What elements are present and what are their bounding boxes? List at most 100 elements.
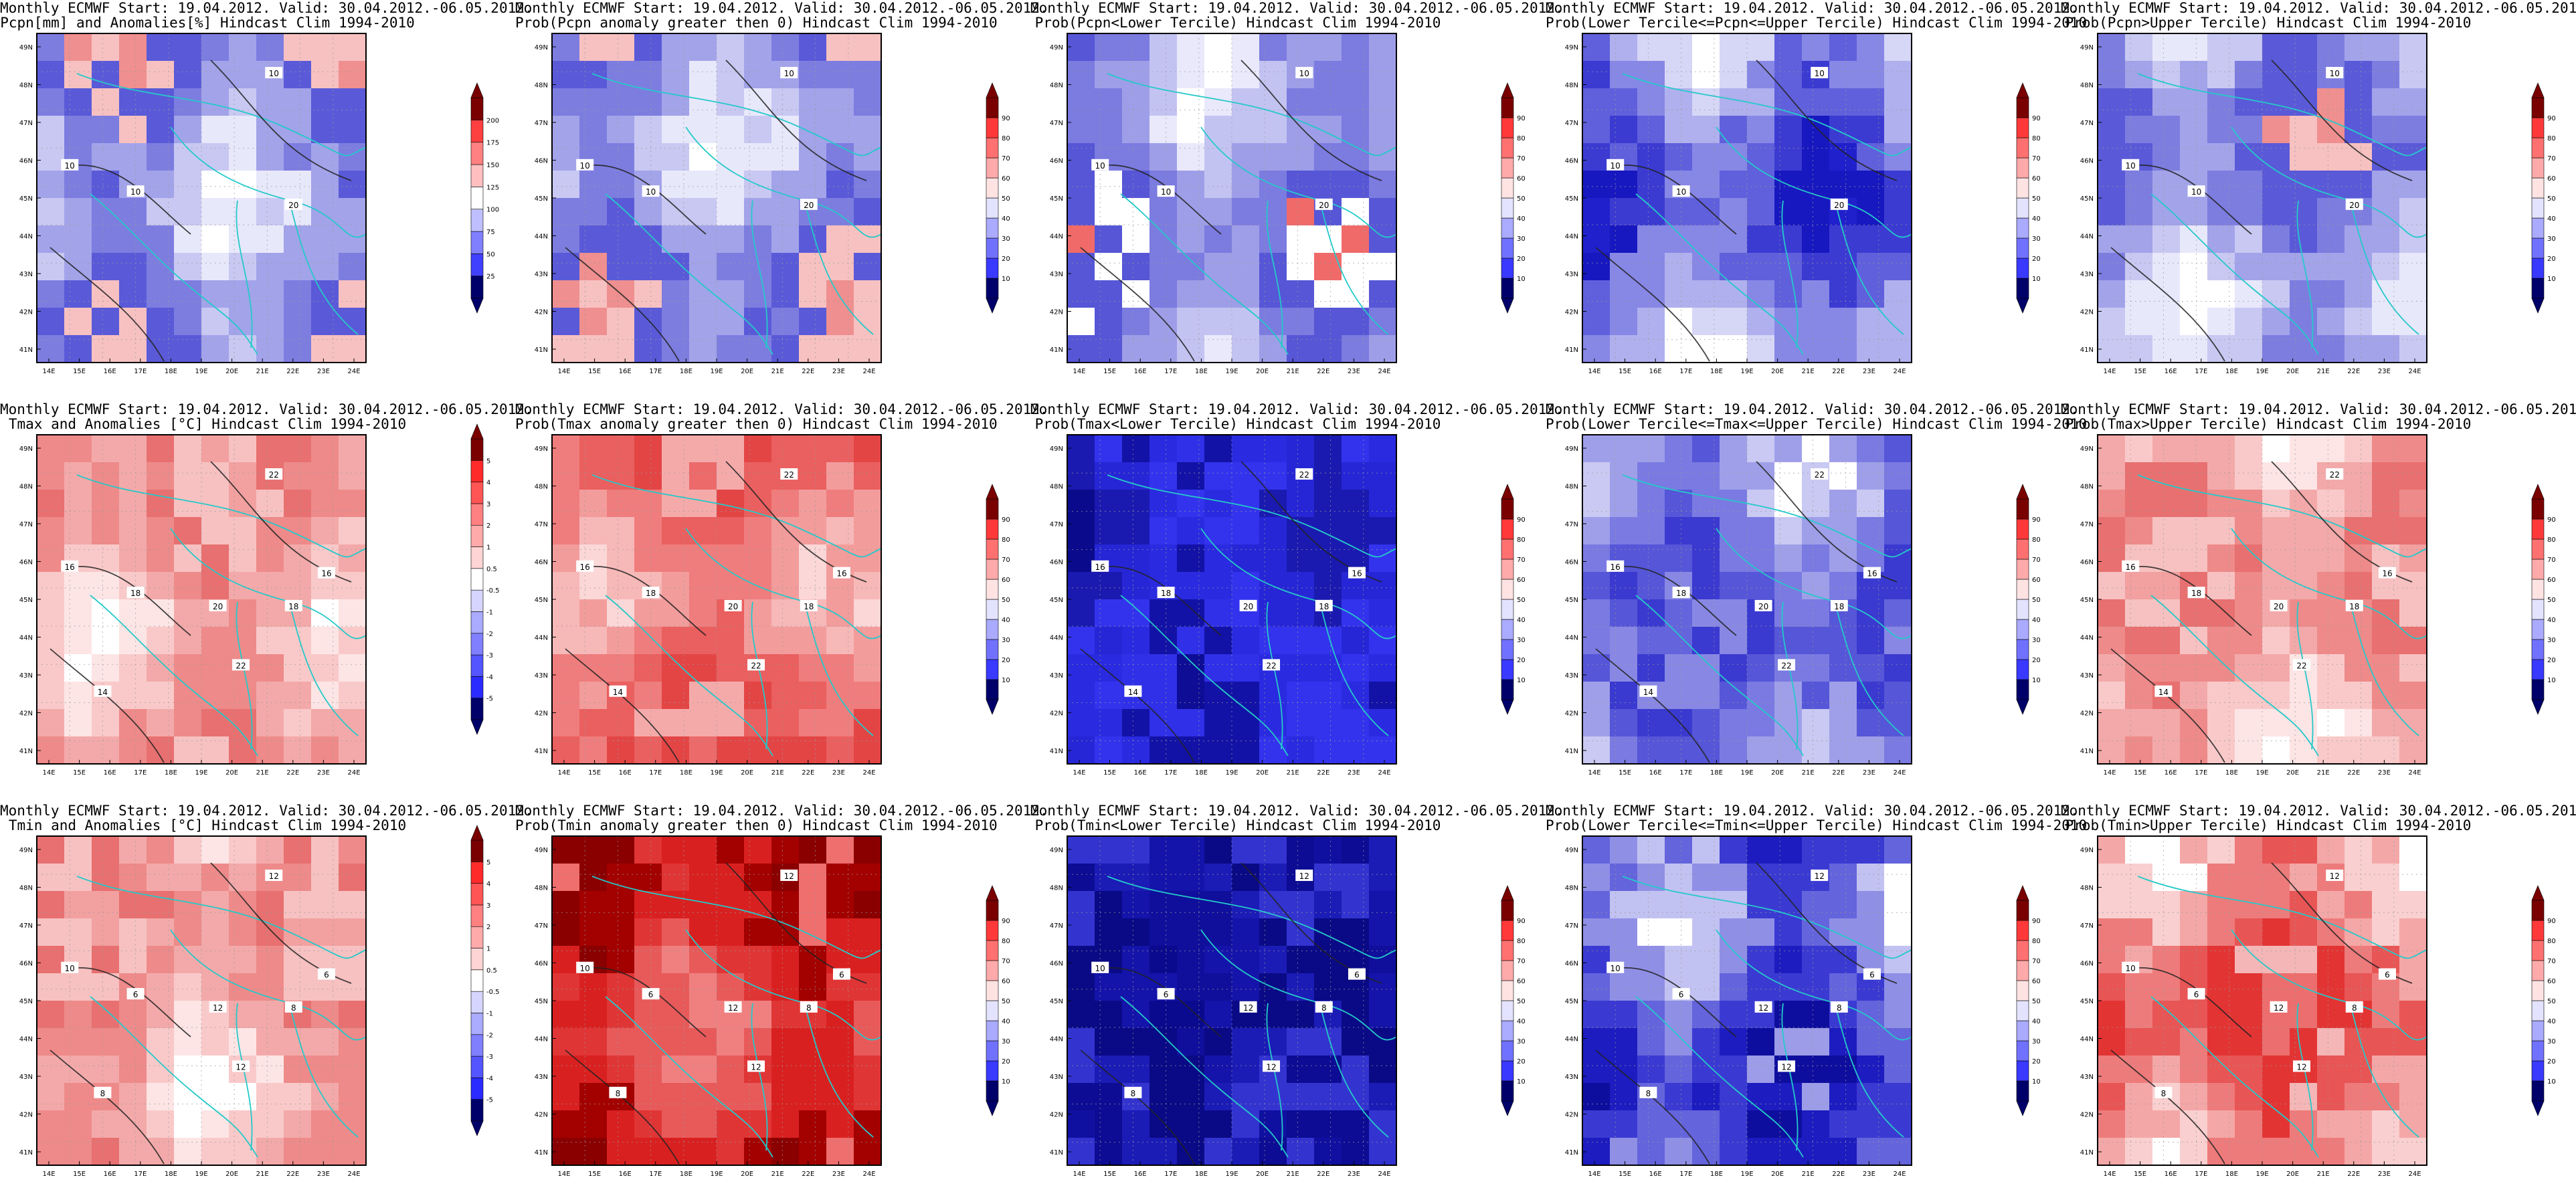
latitude-tick-label: 43N (1565, 672, 1578, 680)
latitude-tick-label: 42N (2080, 309, 2094, 316)
colorbar-swatch (2016, 157, 2029, 179)
field-cell (1637, 1056, 1665, 1084)
field-cell (2344, 891, 2373, 919)
field-cell (147, 1001, 175, 1029)
field-cell (2152, 116, 2181, 144)
field-cell (2098, 627, 2126, 655)
latitude-tick-label: 42N (1050, 1112, 1063, 1119)
field-cell (2152, 335, 2181, 363)
field-cell (1067, 198, 1095, 226)
longitude-tick-label: 18E (165, 1171, 177, 1178)
field-cell (744, 627, 772, 655)
field-cell (1314, 891, 1342, 919)
colorbar-tick-label: 70 (2032, 155, 2041, 163)
contour-label: 10 (576, 961, 594, 973)
field-cell (771, 1001, 800, 1029)
field-cell (799, 1083, 827, 1111)
longitude-tick-label: 24E (1893, 769, 1906, 777)
contour-label: 12 (1754, 1001, 1772, 1013)
field-cell (1314, 1138, 1342, 1166)
field-cell (1204, 88, 1232, 116)
field-cell (1122, 709, 1150, 737)
field-cell (1369, 490, 1397, 518)
colorbar-swatch (2016, 518, 2029, 540)
longitude-tick-label: 21E (1287, 769, 1299, 777)
contour-label: 12 (1778, 1060, 1796, 1072)
field-cell (256, 1083, 284, 1111)
field-cell (1582, 1001, 1611, 1029)
field-cell (744, 143, 772, 171)
longitude-tick-label: 15E (73, 1171, 86, 1178)
field-cell (2372, 627, 2400, 655)
field-cell (37, 116, 65, 144)
colorbar-swatch (470, 276, 484, 299)
field-cell (201, 116, 229, 144)
field-cell (1369, 1138, 1397, 1166)
field-cell (1610, 572, 1638, 600)
field-cell (579, 116, 608, 144)
field-cell (2399, 335, 2427, 363)
latitude-tick-label: 49N (19, 44, 33, 52)
field-cell (92, 973, 120, 1001)
field-cell (1857, 1138, 1885, 1166)
field-cell (2317, 517, 2345, 545)
field-cell (1149, 736, 1178, 765)
field-cell (119, 253, 147, 281)
field-cell (1369, 654, 1397, 682)
field-cell (744, 1001, 772, 1029)
field-cell (1747, 1056, 1775, 1084)
field-cell (1314, 864, 1342, 892)
field-cell (201, 1110, 229, 1138)
field-cell (37, 946, 65, 974)
map-panel: Monthly ECMWF Start: 19.04.2012. Valid: … (515, 401, 1048, 803)
field-cell (1067, 946, 1095, 974)
longitude-tick-label: 23E (317, 769, 330, 777)
field-cell (634, 1056, 662, 1084)
field-cell (2290, 1083, 2318, 1111)
longitude-tick-label: 18E (1195, 1171, 1208, 1178)
field-cell (826, 143, 854, 171)
svg-text:16: 16 (65, 563, 75, 572)
field-cell (2399, 864, 2427, 892)
contour-label: 10 (642, 185, 660, 197)
field-cell (2317, 1001, 2345, 1029)
field-cell (579, 490, 608, 518)
field-cell (552, 544, 580, 573)
latitude-tick-label: 48N (1565, 484, 1578, 491)
field-cell (607, 946, 635, 974)
field-cell (1314, 918, 1342, 946)
field-cell (2262, 572, 2290, 600)
field-cell (2317, 599, 2345, 627)
field-cell (147, 599, 175, 627)
field-cell (1720, 1028, 1748, 1056)
field-cell (1610, 836, 1638, 864)
field-cell (2399, 61, 2427, 89)
field-cell (256, 627, 284, 655)
longitude-tick-label: 21E (1802, 368, 1815, 375)
field-cell (1720, 836, 1748, 864)
field-cell (37, 709, 65, 737)
field-cell (552, 88, 580, 116)
colorbar-swatch (2016, 217, 2029, 239)
field-cell (1720, 709, 1748, 737)
field-cell (1774, 280, 1803, 308)
field-cell (201, 1028, 229, 1056)
field-cell (1692, 736, 1720, 765)
field-cell (1747, 682, 1775, 710)
field-cell (64, 61, 92, 89)
field-cell (1665, 946, 1693, 974)
colorbar-swatch (2531, 217, 2545, 239)
field-cell (2372, 61, 2400, 89)
field-cell (2399, 836, 2427, 864)
svg-text:8: 8 (1131, 1089, 1136, 1098)
colorbar-swatch (1501, 679, 1514, 700)
field-cell (37, 435, 65, 463)
contour-label: 16 (1863, 567, 1881, 579)
field-cell (826, 1056, 854, 1084)
colorbar-swatch (1501, 538, 1514, 560)
field-cell (1287, 88, 1315, 116)
field-cell (826, 682, 854, 710)
field-cell (174, 682, 202, 710)
field-cell (1149, 435, 1178, 463)
colorbar-swatch (986, 157, 999, 179)
